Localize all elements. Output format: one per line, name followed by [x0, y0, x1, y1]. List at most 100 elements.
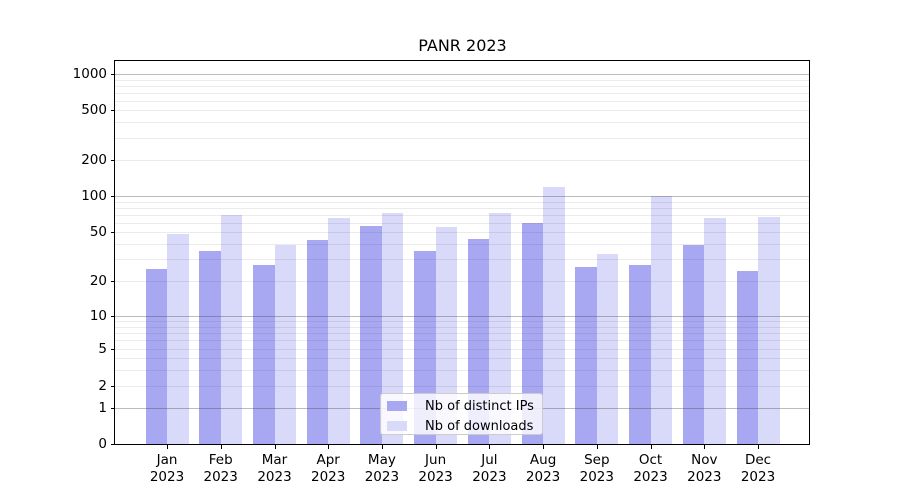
x-tick-mark	[596, 445, 598, 449]
bar-distinct-ips-mar	[253, 265, 275, 444]
gridline-major	[115, 74, 810, 75]
legend: Nb of distinct IPs Nb of downloads	[380, 393, 543, 435]
gridline-minor	[115, 321, 810, 322]
gridline-minor	[115, 214, 810, 216]
legend-entry-downloads: Nb of downloads	[387, 418, 534, 434]
gridline-minor	[115, 340, 810, 342]
bar-distinct-ips-aug	[521, 222, 544, 444]
bar-downloads-sep	[596, 254, 619, 444]
gridline-minor	[115, 85, 810, 87]
y-tick-label: 1	[98, 400, 107, 416]
x-tick-mark	[167, 445, 168, 449]
bar-distinct-ips-sep	[575, 267, 597, 444]
gridline-major	[115, 316, 810, 317]
x-tick-mark	[274, 445, 276, 449]
gridline-minor	[115, 100, 810, 102]
gridline-minor	[115, 222, 810, 224]
x-tick-mark	[758, 445, 759, 449]
x-tick-mark	[650, 445, 652, 449]
x-tick-label-oct: Oct 2023	[633, 452, 668, 485]
legend-label-distinct-ips: Nb of distinct IPs	[425, 398, 534, 414]
x-tick-mark	[435, 445, 437, 449]
y-tick-mark	[111, 386, 115, 387]
bar-downloads-aug	[543, 187, 565, 444]
y-tick-mark	[111, 74, 115, 75]
x-tick-mark	[489, 445, 491, 449]
bar-downloads-jun	[435, 227, 458, 444]
chart-title: PANR 2023	[418, 36, 507, 55]
x-tick-label-apr: Apr 2023	[311, 452, 346, 485]
y-tick-mark	[111, 408, 115, 409]
x-tick-label-aug: Aug 2023	[525, 452, 561, 485]
legend-swatch-downloads-icon	[387, 421, 407, 431]
x-tick-label-jun: Jun 2023	[418, 452, 453, 485]
gridline-minor	[115, 207, 810, 209]
gridline-major	[115, 196, 810, 197]
gridline-minor	[115, 281, 810, 282]
gridline-minor	[115, 349, 810, 350]
bar-downloads-jul	[489, 213, 511, 444]
bar-downloads-oct	[650, 195, 672, 444]
y-tick-label: 200	[81, 152, 107, 168]
gridline-minor	[115, 201, 810, 203]
y-tick-label: 5	[98, 341, 107, 357]
y-tick-mark	[111, 316, 115, 317]
bar-downloads-may	[381, 213, 404, 444]
x-tick-mark	[704, 445, 706, 449]
bar-downloads-jan	[167, 234, 189, 444]
y-tick-label: 2	[98, 378, 107, 394]
x-tick-mark	[328, 445, 330, 449]
y-tick-mark	[111, 160, 115, 161]
gridline-minor	[115, 232, 810, 233]
gridline-minor	[115, 160, 810, 161]
gridline-minor	[115, 122, 810, 124]
y-tick-mark	[111, 196, 115, 197]
bar-distinct-ips-may	[360, 226, 382, 444]
bar-distinct-ips-feb	[199, 251, 221, 444]
gridline-minor	[115, 326, 810, 328]
y-tick-label: 500	[81, 102, 107, 118]
x-tick-label-nov: Nov 2023	[687, 452, 722, 485]
y-tick-mark	[111, 110, 115, 111]
y-tick-label: 20	[89, 273, 107, 289]
x-tick-label-jul: Jul 2023	[472, 452, 507, 485]
bar-distinct-ips-apr	[306, 240, 329, 444]
bar-downloads-feb	[220, 214, 243, 444]
bar-distinct-ips-jan	[145, 269, 167, 444]
x-tick-label-dec: Dec 2023	[740, 452, 776, 485]
y-tick-label: 10	[89, 308, 107, 324]
gridline-minor	[115, 137, 810, 139]
legend-swatch-distinct-ips-icon	[387, 401, 407, 411]
y-tick-mark	[111, 444, 115, 445]
y-tick-label: 100	[81, 188, 107, 204]
bar-downloads-dec	[758, 216, 780, 444]
gridline-minor	[115, 92, 810, 94]
gridline-minor	[115, 259, 810, 261]
x-tick-mark	[220, 445, 222, 449]
legend-entry-distinct-ips: Nb of distinct IPs	[387, 398, 534, 414]
gridline-minor	[115, 358, 810, 359]
gridline-minor	[115, 243, 810, 245]
bar-distinct-ips-jul	[467, 238, 490, 444]
y-tick-mark	[111, 349, 115, 350]
y-tick-mark	[111, 281, 115, 282]
legend-label-downloads: Nb of downloads	[425, 418, 534, 434]
x-tick-mark	[543, 445, 545, 449]
bar-distinct-ips-dec	[736, 271, 758, 444]
x-tick-label-feb: Feb 2023	[203, 452, 238, 485]
y-tick-label: 1000	[72, 66, 107, 82]
gridline-minor	[115, 369, 810, 371]
bar-distinct-ips-nov	[682, 245, 705, 444]
y-tick-label: 0	[98, 436, 107, 452]
x-tick-label-may: May 2023	[364, 452, 400, 485]
bar-downloads-nov	[704, 217, 726, 444]
gridline-minor	[115, 110, 810, 111]
bar-downloads-mar	[274, 245, 296, 444]
x-tick-label-mar: Mar 2023	[257, 452, 292, 485]
gridline-minor	[115, 333, 810, 334]
bar-distinct-ips-oct	[629, 265, 651, 444]
gridline-minor	[115, 79, 810, 81]
x-tick-label-jan: Jan 2023	[149, 452, 185, 485]
x-tick-label-sep: Sep 2023	[579, 452, 614, 485]
